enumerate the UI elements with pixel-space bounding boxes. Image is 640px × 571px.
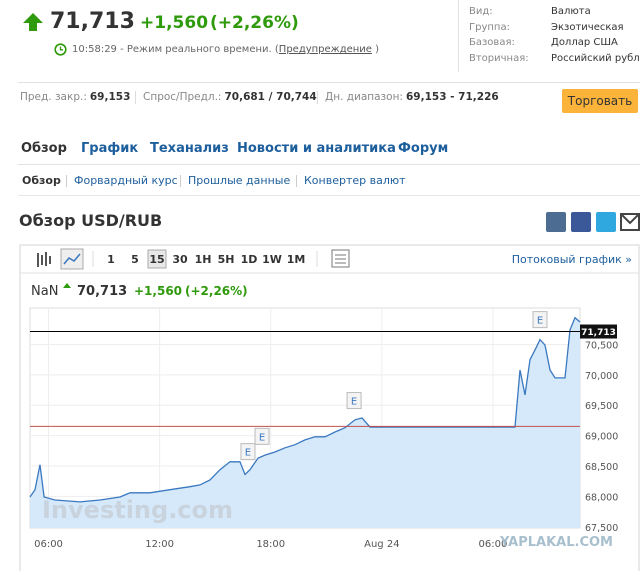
- event-marker[interactable]: [240, 443, 256, 461]
- y-tick-label: 67,500: [585, 523, 618, 534]
- stat: Пред. закр.: 69,153: [20, 91, 130, 103]
- separator: [66, 175, 67, 187]
- chart-type-icons: [37, 248, 350, 270]
- interval[interactable]: 15: [149, 253, 164, 266]
- interval[interactable]: 5: [131, 253, 139, 266]
- stat: Дн. диапазон: 69,153 - 71,226: [325, 91, 499, 103]
- section-title: Обзор USD/RUB: [19, 211, 163, 230]
- price-line: [29, 316, 581, 503]
- separator: [180, 175, 181, 187]
- x-tick-label: 06:00: [479, 539, 508, 550]
- x-tick-label: 18:00: [256, 539, 285, 550]
- y-tick-label: 69,500: [585, 401, 618, 412]
- info-value: Валюта: [551, 6, 591, 17]
- facebook-icon[interactable]: [571, 212, 591, 232]
- info-label: Группа:: [469, 21, 510, 33]
- vk-icon[interactable]: [546, 212, 566, 232]
- interval[interactable]: 30: [172, 253, 188, 266]
- event-label: E: [537, 316, 543, 327]
- y-tick-label: 70,000: [585, 371, 618, 382]
- tab[interactable]: Новости и аналитика: [237, 141, 396, 156]
- y-tick-label: 70,500: [585, 340, 618, 351]
- y-tick-label: 68,500: [585, 462, 618, 473]
- event-marker[interactable]: [254, 427, 270, 445]
- event-marker[interactable]: [532, 311, 548, 329]
- time: 10:58:29 - Режим реального времени. (: [72, 44, 279, 55]
- event-label: E: [259, 432, 265, 443]
- tab[interactable]: Обзор: [21, 141, 67, 156]
- info-label: Вторичная:: [469, 52, 529, 64]
- stream-link[interactable]: Потоковый график »: [512, 253, 632, 266]
- y-tick-label: 69,000: [585, 432, 618, 443]
- stat-label: Дн. диапазон:: [325, 91, 403, 103]
- separator: [296, 175, 297, 187]
- event-label: E: [245, 448, 251, 459]
- stat-label: Пред. закр.:: [20, 91, 87, 103]
- tab[interactable]: График: [81, 141, 139, 156]
- quote-change-pct: (+2,26%): [185, 284, 248, 298]
- stat-value: 69,153: [89, 91, 131, 103]
- subtab[interactable]: Прошлые данные: [188, 174, 291, 187]
- info-value: Экзотическая: [551, 21, 624, 33]
- trade-button[interactable]: Торговать: [562, 89, 638, 113]
- x-tick-label: 06:00: [34, 539, 63, 550]
- stat: Спрос/Предл.: 70,681 / 70,744: [143, 91, 317, 103]
- interval[interactable]: 5H: [218, 253, 235, 266]
- warning-link[interactable]: Предупреждение: [278, 44, 372, 55]
- info-value: Доллар США: [551, 37, 618, 48]
- divider: [18, 164, 640, 165]
- subtab[interactable]: Форвардный курс: [74, 174, 178, 187]
- info-label: Вид:: [469, 6, 493, 17]
- quote-change: +1,560: [134, 284, 182, 298]
- price-tag: 71,713: [581, 328, 616, 338]
- time-status: 10:58:29 - Режим реального времени. (Пре…: [72, 44, 379, 55]
- social-icons: [546, 212, 640, 232]
- watermark: YAPLAKAL.COM: [499, 535, 613, 550]
- paren: ): [375, 44, 380, 55]
- twitter-icon[interactable]: [596, 212, 616, 232]
- divider: [18, 82, 640, 83]
- price-tag-box: [580, 324, 617, 339]
- separator: [317, 91, 318, 104]
- watermark: Investing.com: [42, 496, 233, 524]
- subtab[interactable]: Обзор: [22, 174, 61, 187]
- info-label: Базовая:: [469, 37, 515, 48]
- change-pct: (+2,26%): [210, 13, 299, 33]
- interval[interactable]: 1: [107, 253, 115, 266]
- interval[interactable]: 1M: [287, 253, 306, 266]
- separator: [458, 0, 459, 72]
- event-marker[interactable]: [346, 392, 362, 410]
- subtab[interactable]: Конвертер валют: [304, 174, 406, 187]
- quote-price: 70,713: [77, 284, 127, 299]
- divider: [18, 195, 640, 196]
- mail-icon[interactable]: [620, 213, 640, 231]
- up-arrow: [23, 13, 43, 31]
- separator: [135, 91, 136, 104]
- x-tick-label: Aug 24: [364, 539, 399, 550]
- active-interval: [147, 249, 167, 269]
- price: 71,713: [50, 9, 135, 34]
- interval[interactable]: 1D: [241, 253, 258, 266]
- interval[interactable]: 1W: [262, 253, 282, 266]
- quote-name: NaN: [31, 284, 58, 299]
- stat-value: 69,153 - 71,226: [405, 91, 499, 103]
- area: [30, 317, 580, 528]
- change: +1,560: [140, 13, 209, 33]
- stat-label: Спрос/Предл.:: [143, 91, 222, 103]
- info-value: Российский рубль: [551, 52, 640, 64]
- stat-value: 70,681 / 70,744: [224, 91, 317, 103]
- event-label: E: [351, 397, 357, 408]
- x-tick-label: 12:00: [145, 539, 174, 550]
- interval[interactable]: 1H: [195, 253, 212, 266]
- tab[interactable]: Теханализ: [150, 141, 229, 156]
- tab[interactable]: Форум: [398, 141, 449, 156]
- y-tick-label: 68,000: [585, 492, 618, 503]
- clock-icon: [54, 43, 67, 56]
